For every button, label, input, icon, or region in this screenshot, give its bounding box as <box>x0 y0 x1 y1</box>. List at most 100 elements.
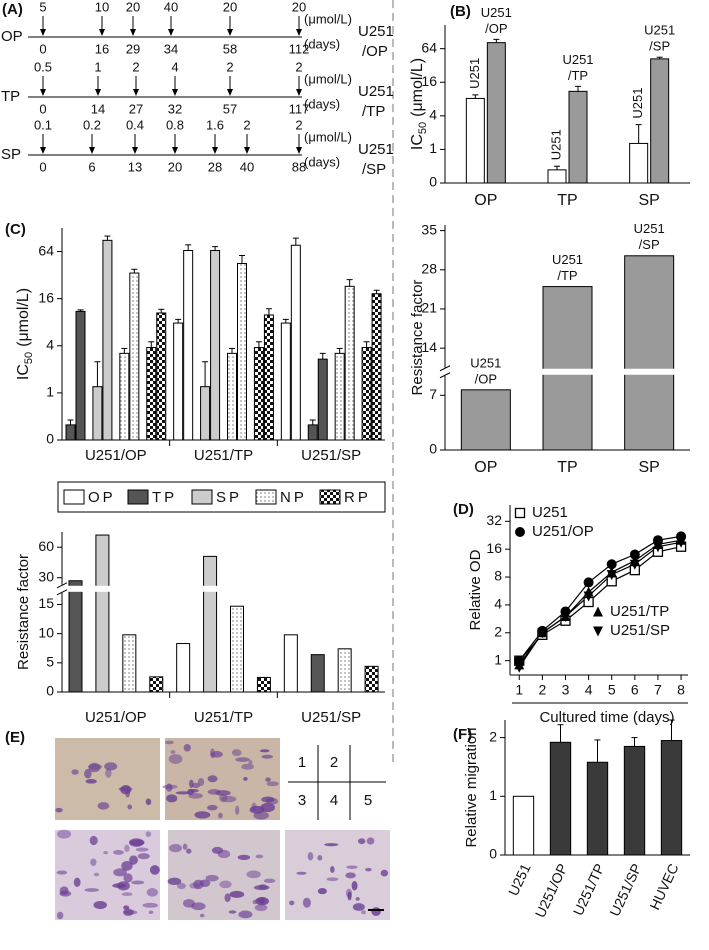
bar-label: /TP <box>557 268 577 283</box>
cell <box>317 854 323 861</box>
y-tick-label: 35 <box>421 221 437 237</box>
cell <box>191 902 206 911</box>
cell <box>183 744 191 752</box>
x-tick-label: U251/SP <box>301 709 361 726</box>
x-tick-label: U251/TP <box>194 447 253 464</box>
cell <box>217 812 223 819</box>
cell <box>266 781 279 787</box>
cell <box>249 805 265 814</box>
bar-label: /TP <box>568 68 588 83</box>
y-label-main: IC <box>15 364 32 380</box>
y-tick-label: 32 <box>486 512 502 528</box>
bar-break <box>542 368 593 375</box>
dose-label: 1.6 <box>206 117 224 132</box>
y-tick-label: 15 <box>38 595 54 611</box>
cell <box>307 852 314 861</box>
bar <box>660 740 683 856</box>
legend-marker <box>593 626 603 637</box>
dose-label: 20 <box>223 0 237 14</box>
cell <box>93 900 107 910</box>
x-tick-label: SP <box>638 459 659 476</box>
bar <box>95 534 110 693</box>
bar <box>122 634 137 693</box>
bar <box>486 42 506 184</box>
cell-line: /TP <box>362 103 385 120</box>
cell <box>93 872 100 877</box>
cell <box>182 843 188 850</box>
cell <box>164 740 174 745</box>
day-label: 117 <box>289 101 310 116</box>
y-tick-label: 64 <box>421 39 437 55</box>
bar <box>75 310 86 441</box>
cell <box>355 896 360 901</box>
arrow-head <box>296 89 302 96</box>
arrow-head <box>95 89 101 96</box>
cell <box>246 870 261 879</box>
bar <box>512 795 535 856</box>
cell <box>351 881 358 891</box>
day-label: 27 <box>129 101 143 116</box>
marker <box>560 611 571 622</box>
x-tick-label: 3 <box>562 682 570 698</box>
bar <box>210 250 221 441</box>
arrow-head <box>40 147 46 154</box>
cell <box>56 911 64 920</box>
arrow-head <box>244 147 250 154</box>
bar <box>237 263 247 441</box>
day-label: 34 <box>164 41 178 56</box>
panel-label: (F) <box>453 726 472 743</box>
cell <box>241 763 254 770</box>
marker <box>583 591 594 602</box>
marker <box>537 628 548 639</box>
legend-label: U251/TP <box>610 603 669 620</box>
cell <box>371 907 381 916</box>
cell <box>182 898 195 908</box>
x-tick-label: OP <box>474 192 497 209</box>
cell <box>170 750 176 754</box>
cell <box>97 802 110 810</box>
marker <box>652 542 663 553</box>
bar <box>256 676 271 693</box>
y-tick-label: 28 <box>421 260 437 276</box>
cell <box>149 865 160 875</box>
x-tick-label: 7 <box>654 682 662 698</box>
cell <box>228 910 237 914</box>
legend-swatch <box>319 489 341 505</box>
legend-marker <box>514 507 526 519</box>
cell <box>187 788 195 796</box>
cell <box>207 775 218 783</box>
y-tick-label: 60 <box>38 538 54 554</box>
bar <box>68 580 83 693</box>
cell <box>252 899 258 905</box>
bar <box>337 648 352 693</box>
y-tick-label: 1 <box>489 787 497 803</box>
cell-line: /OP <box>362 43 388 60</box>
y-tick-label: 14 <box>421 339 437 355</box>
y-axis-label: IC50 (μmol/L) <box>15 288 35 380</box>
cell <box>229 890 245 898</box>
time-unit: (days) <box>304 154 340 169</box>
day-label: 28 <box>208 159 222 174</box>
panel-label: (D) <box>453 501 474 518</box>
micrograph <box>285 830 390 920</box>
cell <box>124 844 130 853</box>
y-tick-label: 7 <box>429 386 437 402</box>
cell <box>330 865 335 873</box>
bar <box>149 676 164 693</box>
y-label-sub: 50 <box>417 122 429 134</box>
dose-label: 1 <box>94 59 101 74</box>
cell <box>220 795 237 803</box>
y-tick-label: 8 <box>494 568 502 584</box>
bar <box>364 665 379 693</box>
day-label: 0 <box>39 159 46 174</box>
dose-label: 0.5 <box>34 59 52 74</box>
cell <box>103 850 108 855</box>
x-tick-label: HUVEC <box>646 861 681 912</box>
bar <box>280 322 291 441</box>
cell <box>261 754 274 759</box>
cell <box>317 888 327 895</box>
legend-marker <box>515 527 525 537</box>
cell <box>235 805 240 815</box>
cell <box>289 900 295 906</box>
cell <box>191 782 200 789</box>
